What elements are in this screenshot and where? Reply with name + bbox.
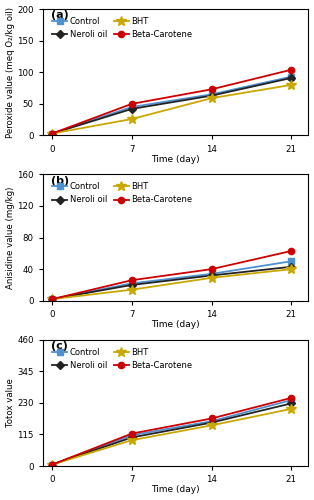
Beta-Carotene xyxy=(290,395,293,401)
Control xyxy=(50,130,54,136)
Beta-Carotene xyxy=(290,66,293,72)
Text: (a): (a) xyxy=(51,10,68,20)
Line: Control: Control xyxy=(49,258,295,302)
Control xyxy=(50,462,54,468)
BHT xyxy=(130,437,134,443)
BHT xyxy=(290,82,293,88)
Beta-Carotene xyxy=(50,462,54,468)
Beta-Carotene xyxy=(210,86,214,92)
Line: BHT: BHT xyxy=(47,404,296,469)
Text: (c): (c) xyxy=(51,341,68,351)
Neroli oil xyxy=(130,282,134,288)
BHT xyxy=(210,422,214,428)
Line: Control: Control xyxy=(49,74,295,136)
BHT xyxy=(130,286,134,292)
X-axis label: Time (day): Time (day) xyxy=(151,320,200,329)
Line: BHT: BHT xyxy=(47,264,296,304)
Neroli oil xyxy=(50,462,54,468)
Control xyxy=(130,104,134,110)
Neroli oil xyxy=(210,272,214,278)
Neroli oil xyxy=(130,434,134,440)
Beta-Carotene xyxy=(290,248,293,254)
Line: Neroli oil: Neroli oil xyxy=(49,75,295,136)
Beta-Carotene xyxy=(130,430,134,436)
Control xyxy=(210,271,214,277)
Line: Neroli oil: Neroli oil xyxy=(49,264,295,302)
Control xyxy=(290,74,293,80)
Control xyxy=(50,296,54,302)
Neroli oil xyxy=(210,92,214,98)
Beta-Carotene xyxy=(210,266,214,272)
Line: Beta-Carotene: Beta-Carotene xyxy=(49,66,295,136)
X-axis label: Time (day): Time (day) xyxy=(151,155,200,164)
Control xyxy=(210,418,214,424)
Line: BHT: BHT xyxy=(47,80,296,138)
Line: Beta-Carotene: Beta-Carotene xyxy=(49,394,295,468)
Neroli oil xyxy=(290,75,293,81)
Beta-Carotene xyxy=(50,296,54,302)
Legend: Control, Neroli oil, BHT, Beta-Carotene: Control, Neroli oil, BHT, Beta-Carotene xyxy=(50,180,195,207)
Control xyxy=(130,280,134,286)
Control xyxy=(290,258,293,264)
X-axis label: Time (day): Time (day) xyxy=(151,486,200,494)
Neroli oil xyxy=(290,264,293,270)
Neroli oil xyxy=(290,400,293,406)
BHT xyxy=(290,406,293,412)
Line: Beta-Carotene: Beta-Carotene xyxy=(49,248,295,302)
Control xyxy=(290,397,293,403)
BHT xyxy=(210,95,214,101)
Control xyxy=(130,432,134,438)
Control xyxy=(210,92,214,98)
Y-axis label: Peroxide value (meq O₂/kg oil): Peroxide value (meq O₂/kg oil) xyxy=(6,7,14,138)
Line: Control: Control xyxy=(49,397,295,468)
Neroli oil xyxy=(50,296,54,302)
Beta-Carotene xyxy=(50,130,54,136)
Legend: Control, Neroli oil, BHT, Beta-Carotene: Control, Neroli oil, BHT, Beta-Carotene xyxy=(50,14,195,42)
Neroli oil xyxy=(210,420,214,426)
BHT xyxy=(290,266,293,272)
Beta-Carotene xyxy=(130,277,134,283)
BHT xyxy=(130,116,134,122)
Y-axis label: Anisidine value (mg/kg): Anisidine value (mg/kg) xyxy=(6,186,14,288)
Legend: Control, Neroli oil, BHT, Beta-Carotene: Control, Neroli oil, BHT, Beta-Carotene xyxy=(50,345,195,372)
BHT xyxy=(50,296,54,302)
Beta-Carotene xyxy=(130,101,134,107)
Neroli oil xyxy=(50,130,54,136)
Text: (b): (b) xyxy=(51,176,69,186)
Neroli oil xyxy=(130,106,134,112)
Line: Neroli oil: Neroli oil xyxy=(49,400,295,468)
BHT xyxy=(50,462,54,468)
Y-axis label: Totox value: Totox value xyxy=(6,378,14,428)
Beta-Carotene xyxy=(210,416,214,422)
BHT xyxy=(210,275,214,281)
BHT xyxy=(50,130,54,136)
